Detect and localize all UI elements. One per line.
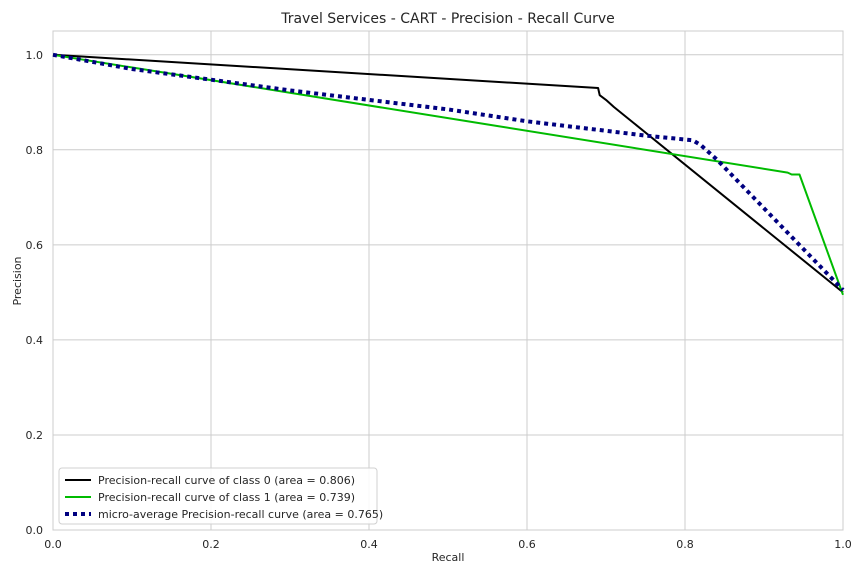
y-tick-label: 0.8 [26, 144, 44, 157]
legend-label-2: micro-average Precision-recall curve (ar… [98, 508, 383, 521]
plot-background [52, 30, 844, 531]
y-tick-labels: 0.0 0.2 0.4 0.6 0.8 1.0 [26, 49, 44, 537]
y-tick-label: 0.4 [26, 334, 44, 347]
x-tick-labels: 0.0 0.2 0.4 0.6 0.8 1.0 [44, 538, 852, 551]
y-tick-label: 0.0 [26, 524, 44, 537]
y-tick-label: 1.0 [26, 49, 44, 62]
chart-title: Travel Services - CART - Precision - Rec… [280, 11, 615, 27]
x-axis-label: Recall [432, 551, 465, 564]
x-tick-label: 0.0 [44, 538, 62, 551]
x-tick-label: 1.0 [834, 538, 852, 551]
x-tick-label: 0.2 [202, 538, 220, 551]
legend-label-1: Precision-recall curve of class 1 (area … [98, 491, 355, 504]
x-tick-label: 0.8 [676, 538, 694, 551]
y-tick-label: 0.2 [26, 429, 44, 442]
y-axis-label: Precision [11, 256, 24, 305]
x-tick-label: 0.4 [360, 538, 378, 551]
legend-label-0: Precision-recall curve of class 0 (area … [98, 474, 355, 487]
series-line-1 [52, 53, 844, 296]
series-line-0 [52, 53, 844, 294]
legend-box [58, 467, 378, 525]
x-tick-label: 0.6 [518, 538, 536, 551]
y-tick-label: 0.6 [26, 239, 44, 252]
series-line-2 [52, 52, 845, 292]
grid-lines [52, 31, 844, 531]
legend: Precision-recall curve of class 0 (area … [58, 467, 383, 525]
series-layer [52, 52, 845, 296]
